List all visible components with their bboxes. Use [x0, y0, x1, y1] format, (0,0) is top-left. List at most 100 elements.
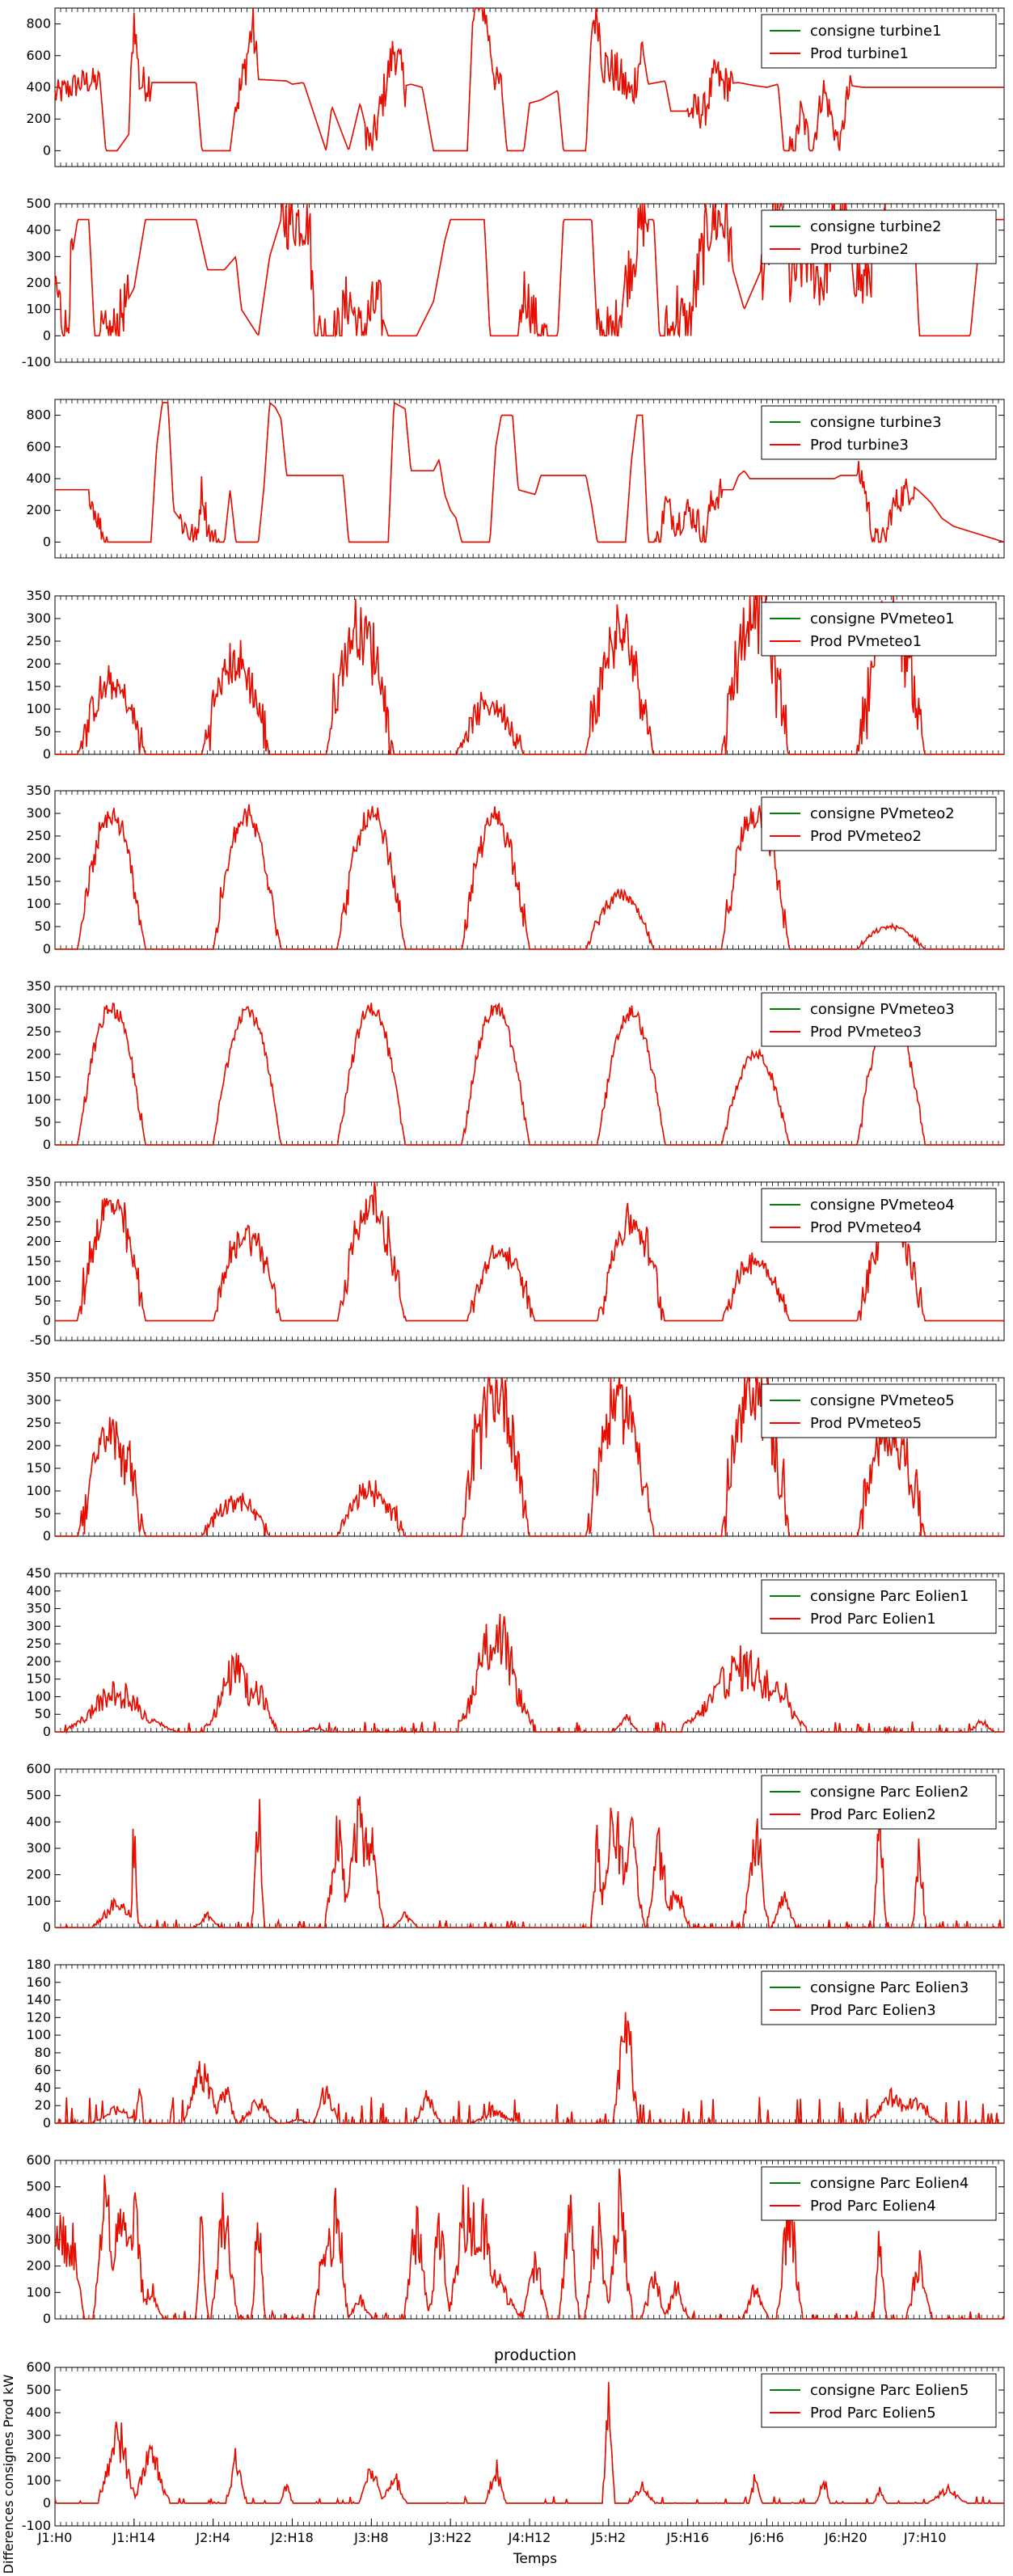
legend: consigne PVmeteo4 Prod PVmeteo4 [761, 1188, 997, 1243]
legend-box [761, 2166, 997, 2221]
series-prod-line [54, 2382, 1004, 2506]
y-tick-label: 600 [26, 1761, 51, 1776]
series-prod-line [55, 595, 1004, 755]
y-tick-label: 250 [26, 1636, 51, 1651]
y-tick-label: 100 [26, 1893, 51, 1908]
panel-parc-eolien4: 0 100 200 300 400 500 600 consigne Parc Eolien4… [26, 2152, 1005, 2326]
legend-box [761, 405, 997, 460]
legend: consigne PVmeteo2 Prod PVmeteo2 [761, 796, 997, 851]
panel-pvmeteo3: 0 50 100 150 200 250 300 350 consigne PVmeteo3 Pr… [26, 978, 1005, 1152]
y-tick-label: -100 [22, 2518, 51, 2533]
y-tick-label: 350 [26, 978, 51, 994]
panel-pvmeteo5: 0 50 100 150 200 250 300 350 consigne PVmeteo5 Pr… [26, 1370, 1005, 1543]
x-tick-label: J3:H8 [353, 2530, 389, 2545]
y-tick-label: 350 [26, 1370, 51, 1385]
y-tick-label: 50 [35, 724, 51, 739]
y-tick-label: 400 [26, 1583, 51, 1598]
series-prod-line [55, 1181, 1004, 1322]
y-tick-label: 50 [35, 1505, 51, 1521]
y-tick-label: 500 [26, 1788, 51, 1803]
y-tick-label: 400 [26, 222, 51, 238]
y-tick-label: 400 [26, 79, 51, 95]
series-prod-line [54, 7, 1004, 152]
legend-label: Prod Parc Eolien3 [810, 2002, 936, 2019]
y-tick-label: 200 [26, 1046, 51, 1062]
y-tick-label: 250 [26, 1214, 51, 1229]
x-tick-label: J4:H12 [508, 2530, 551, 2545]
y-tick-label: 450 [26, 1565, 51, 1581]
legend-box [761, 14, 997, 69]
y-tick-label: 500 [26, 196, 51, 211]
panel-parc-eolien2: 0 100 200 300 400 500 600 consigne Parc Eolien2… [26, 1761, 1005, 1935]
y-tick-label: 350 [26, 1174, 51, 1189]
x-tick-label: J5:H16 [665, 2530, 709, 2545]
series-prod-line [55, 401, 1005, 543]
y-tick-label: 150 [26, 1069, 51, 1084]
legend-label: Prod turbine1 [810, 45, 909, 62]
y-tick-label: 200 [26, 1653, 51, 1669]
legend: consigne turbine2 Prod turbine2 [761, 209, 997, 264]
legend-label: consigne turbine2 [810, 218, 942, 235]
y-tick-label: 0 [43, 1313, 51, 1328]
y-tick-label: 200 [26, 2450, 51, 2465]
legend-box [761, 1579, 997, 1634]
x-tick-label: J6:H20 [824, 2530, 867, 2545]
legend: consigne Parc Eolien2 Prod Parc Eolien2 [761, 1775, 997, 1830]
y-tick-label: 100 [26, 896, 51, 911]
y-tick-label: 200 [26, 1867, 51, 1882]
y-tick-label: 0 [43, 534, 51, 549]
y-tick-label: 200 [26, 851, 51, 866]
y-tick-label: 120 [26, 2009, 51, 2025]
legend-label: consigne Parc Eolien4 [810, 2175, 969, 2192]
y-tick-label: 400 [26, 2405, 51, 2420]
y-tick-label: 250 [26, 633, 51, 648]
y-tick-label: 200 [26, 1438, 51, 1453]
y-tick-label: 600 [26, 2152, 51, 2168]
y-tick-label: 350 [26, 783, 51, 798]
y-tick-label: 350 [26, 1601, 51, 1616]
y-tick-label: 100 [26, 2473, 51, 2488]
y-tick-label: 100 [26, 1483, 51, 1498]
y-tick-label: 140 [26, 1992, 51, 2008]
y-tick-label: 100 [26, 2284, 51, 2299]
y-tick-label: 100 [26, 1273, 51, 1289]
legend-label: consigne turbine1 [810, 23, 942, 40]
y-tick-label: 300 [26, 805, 51, 821]
y-tick-label: 0 [43, 746, 51, 762]
x-axis-label: Temps [513, 2551, 557, 2567]
y-tick-label: -50 [30, 1332, 51, 1348]
y-tick-label: 600 [26, 439, 51, 454]
y-tick-label: 300 [26, 1001, 51, 1016]
figure-title: production [494, 2346, 576, 2364]
y-tick-label: 300 [26, 2232, 51, 2247]
series-prod-line [55, 1002, 1004, 1146]
y-tick-label: 200 [26, 1234, 51, 1249]
legend-box [761, 1970, 997, 2025]
legend: consigne turbine1 Prod turbine1 [761, 14, 997, 69]
y-tick-label: 150 [26, 873, 51, 889]
legend: consigne PVmeteo1 Prod PVmeteo1 [761, 602, 997, 657]
legend-label: consigne PVmeteo3 [810, 1001, 955, 1018]
y-tick-label: 300 [26, 248, 51, 264]
legend-box [761, 1188, 997, 1243]
y-tick-label: 180 [26, 1957, 51, 1972]
y-tick-label: 100 [26, 302, 51, 317]
series-prod-line [55, 1613, 1004, 1735]
y-tick-label: 100 [26, 1688, 51, 1704]
y-tick-label: 300 [26, 1194, 51, 1210]
legend: consigne Parc Eolien5 Prod Parc Eolien5 [761, 2373, 997, 2428]
legend-box [761, 1383, 997, 1438]
y-tick-label: 200 [26, 656, 51, 671]
y-tick-label: 50 [35, 1706, 51, 1721]
y-tick-label: 50 [35, 1293, 51, 1308]
series-prod-line [54, 1784, 1004, 1930]
y-tick-label: 20 [35, 2097, 51, 2113]
y-tick-label: -100 [22, 354, 51, 370]
y-tick-label: 60 [35, 2063, 51, 2078]
y-tick-label: 500 [26, 2382, 51, 2397]
panel-pvmeteo1: 0 50 100 150 200 250 300 350 consigne PVmeteo1 Pr… [26, 588, 1005, 762]
y-tick-label: 50 [35, 918, 51, 934]
y-tick-label: 250 [26, 828, 51, 843]
